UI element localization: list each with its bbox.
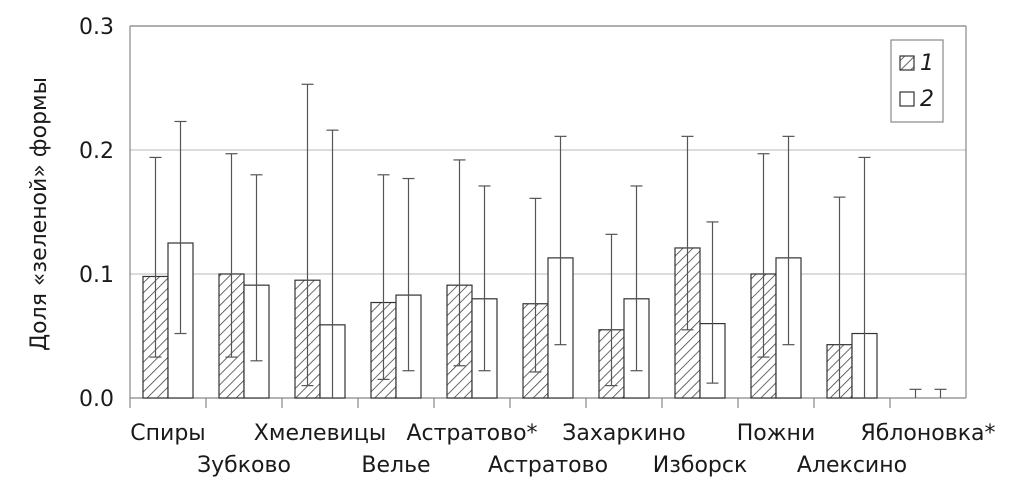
x-tick-label: Алексино (797, 453, 907, 478)
x-tick-label: Астратово (488, 453, 608, 478)
x-tick-label: Захаркино (562, 421, 685, 446)
legend: 12 (890, 39, 944, 123)
y-tick-label: 0.2 (79, 139, 114, 164)
x-tick-label: Пожни (737, 421, 816, 446)
labels: 0.0 0.1 0.2 0.3 Спиры Зубково Хмелевицы Велье Ас… (79, 15, 995, 478)
error-bars (149, 83, 947, 398)
legend-label-1: 1 (920, 51, 934, 76)
x-tick-label: Зубково (197, 453, 291, 478)
x-tick-label: Астратово* (406, 421, 537, 446)
legend-swatch-1 (899, 55, 915, 71)
y-axis-label: Доля «зеленой» формы (27, 77, 52, 351)
y-tick-label: 0.0 (79, 387, 114, 412)
grid-lines (130, 25, 966, 275)
x-tick-label: Спиры (130, 421, 205, 446)
y-tick-label: 0.1 (79, 263, 114, 288)
x-tick-label: Хмелевицы (254, 421, 386, 446)
y-tick-label: 0.3 (79, 15, 114, 40)
x-tick-label: Изборск (653, 453, 748, 478)
legend-swatch-2 (899, 91, 915, 107)
legend-box (890, 39, 944, 123)
legend-label-2: 2 (920, 87, 934, 112)
x-tick-label: Велье (361, 453, 430, 478)
bars (142, 242, 878, 399)
x-tick-label: Яблоновка* (861, 421, 996, 446)
